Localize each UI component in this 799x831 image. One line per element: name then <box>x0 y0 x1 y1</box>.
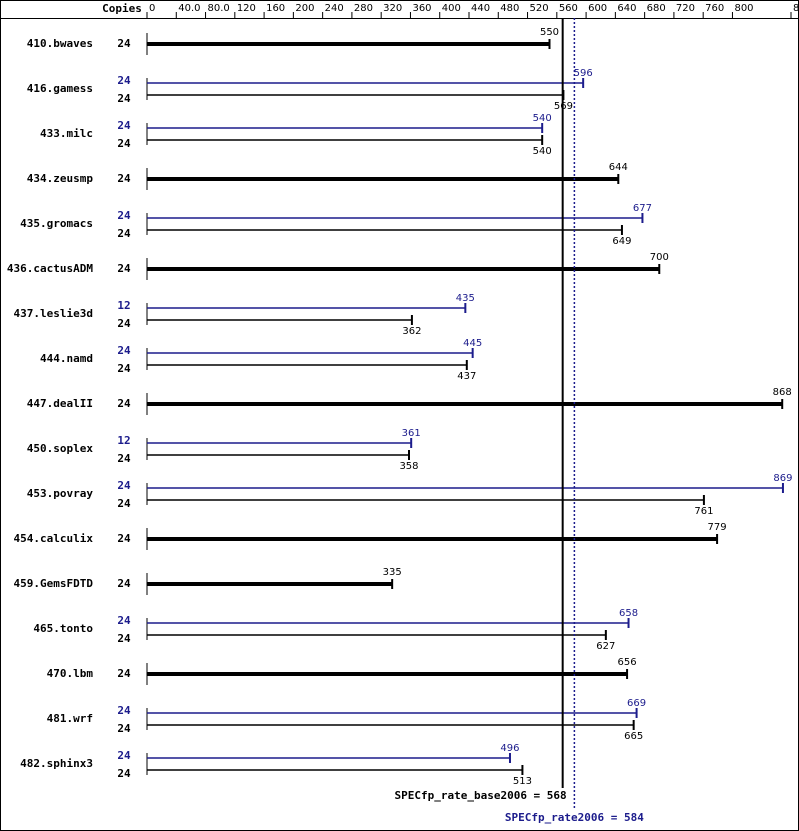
copies-label: 24 <box>117 667 131 680</box>
copies-label: 24 <box>117 704 131 717</box>
value-label: 869 <box>773 473 792 484</box>
x-tick-label: 480 <box>500 3 519 14</box>
x-tick-label: 520 <box>530 3 549 14</box>
x-tick-label: 280 <box>354 3 373 14</box>
benchmark-label: 459.GemsFDTD <box>14 577 94 590</box>
x-tick-label: 0 <box>149 3 155 14</box>
copies-label: 24 <box>117 767 131 780</box>
value-label: 677 <box>633 203 652 214</box>
x-tick-label: 880 <box>793 3 799 14</box>
copies-label: 24 <box>117 137 131 150</box>
value-label: 658 <box>619 608 638 619</box>
x-tick-label: 600 <box>588 3 607 14</box>
value-label: 550 <box>540 27 559 38</box>
copies-label: 24 <box>117 74 131 87</box>
copies-label: 12 <box>117 299 130 312</box>
copies-label: 24 <box>117 749 131 762</box>
value-label: 358 <box>399 461 418 472</box>
value-label: 700 <box>650 252 669 263</box>
value-label: 761 <box>694 506 713 517</box>
x-tick-label: 720 <box>676 3 695 14</box>
value-label: 335 <box>383 567 402 578</box>
value-label: 779 <box>708 522 727 533</box>
copies-label: 24 <box>117 532 131 545</box>
x-tick-label: 40.0 <box>178 3 200 14</box>
copies-label: 24 <box>117 614 131 627</box>
value-label: 513 <box>513 776 532 787</box>
copies-label: 12 <box>117 434 130 447</box>
copies-label: 24 <box>117 317 131 330</box>
value-label: 362 <box>402 326 421 337</box>
benchmark-label: 434.zeusmp <box>27 172 94 185</box>
x-tick-label: 240 <box>325 3 344 14</box>
benchmark-label: 433.milc <box>40 127 93 140</box>
value-label: 445 <box>463 338 482 349</box>
x-tick-label: 160 <box>266 3 285 14</box>
benchmark-label: 436.cactusADM <box>7 262 93 275</box>
reference-label: SPECfp_rate2006 = 584 <box>505 811 644 824</box>
value-label: 627 <box>596 641 615 652</box>
copies-label: 24 <box>117 497 131 510</box>
copies-label: 24 <box>117 119 131 132</box>
copies-label: 24 <box>117 227 131 240</box>
x-tick-label: 400 <box>442 3 461 14</box>
copies-label: 24 <box>117 722 131 735</box>
value-label: 596 <box>574 68 593 79</box>
x-tick-label: 320 <box>383 3 402 14</box>
value-label: 361 <box>402 428 421 439</box>
reference-label: SPECfp_rate_base2006 = 568 <box>394 789 566 802</box>
value-label: 665 <box>624 731 643 742</box>
value-label: 435 <box>456 293 475 304</box>
benchmark-label: 435.gromacs <box>20 217 93 230</box>
benchmark-label: 410.bwaves <box>27 37 93 50</box>
value-label: 649 <box>612 236 631 247</box>
copies-label: 24 <box>117 172 131 185</box>
copies-label: 24 <box>117 344 131 357</box>
benchmark-label: 453.povray <box>27 487 94 500</box>
value-label: 868 <box>773 387 792 398</box>
x-tick-label: 80.0 <box>208 3 230 14</box>
copies-label: 24 <box>117 397 131 410</box>
benchmark-label: 481.wrf <box>47 712 93 725</box>
benchmark-label: 447.dealII <box>27 397 93 410</box>
copies-header: Copies <box>102 2 142 15</box>
x-tick-label: 800 <box>734 3 753 14</box>
copies-label: 24 <box>117 92 131 105</box>
value-label: 644 <box>609 162 628 173</box>
x-tick-label: 560 <box>559 3 578 14</box>
benchmark-label: 416.gamess <box>27 82 93 95</box>
value-label: 656 <box>618 657 637 668</box>
benchmark-label: 450.soplex <box>27 442 94 455</box>
x-tick-label: 440 <box>471 3 490 14</box>
x-tick-label: 640 <box>617 3 636 14</box>
x-tick-label: 120 <box>237 3 256 14</box>
x-tick-label: 760 <box>705 3 724 14</box>
benchmark-label: 444.namd <box>40 352 93 365</box>
value-label: 540 <box>533 146 552 157</box>
copies-label: 24 <box>117 362 131 375</box>
copies-label: 24 <box>117 209 131 222</box>
copies-label: 24 <box>117 37 131 50</box>
x-tick-label: 360 <box>412 3 431 14</box>
x-tick-label: 680 <box>647 3 666 14</box>
benchmark-label: 482.sphinx3 <box>20 757 93 770</box>
value-label: 540 <box>533 113 552 124</box>
x-tick-label: 200 <box>295 3 314 14</box>
value-label: 669 <box>627 698 646 709</box>
benchmark-label: 437.leslie3d <box>14 307 93 320</box>
benchmark-label: 454.calculix <box>14 532 94 545</box>
value-label: 437 <box>457 371 476 382</box>
value-label: 496 <box>500 743 519 754</box>
copies-label: 24 <box>117 577 131 590</box>
copies-label: 24 <box>117 632 131 645</box>
benchmark-label: 465.tonto <box>33 622 93 635</box>
copies-label: 24 <box>117 262 131 275</box>
copies-label: 24 <box>117 452 131 465</box>
copies-label: 24 <box>117 479 131 492</box>
benchmark-label: 470.lbm <box>47 667 94 680</box>
